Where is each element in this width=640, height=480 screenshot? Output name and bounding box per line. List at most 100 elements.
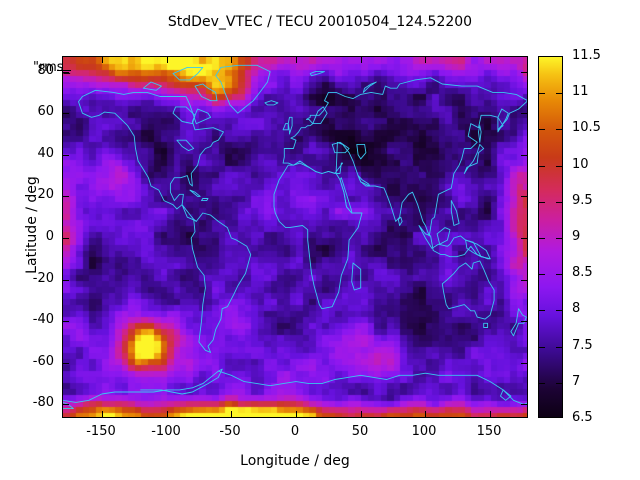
coastline-path [181,204,197,222]
colorbar-tick-mark [556,310,562,311]
colorbar-tick-mark [556,347,562,348]
y-tick-label: -20 [32,271,54,286]
coastline-path [63,368,223,403]
coastline-path [273,162,363,310]
coastline-path [500,389,512,401]
coastline-path [172,66,204,81]
x-tick-label: -50 [219,424,241,439]
colorbar-tick-mark [539,347,545,348]
y-tick-label: 0 [45,229,54,244]
legend-rule-artifact [57,70,71,71]
y-tick-mark [63,196,69,197]
y-tick-mark [63,321,69,322]
colorbar-tick-mark [556,383,562,384]
y-tick-mark [521,155,527,156]
coastline-path [362,81,377,93]
y-tick-mark [521,280,527,281]
x-tick-mark [296,57,297,63]
colorbar-tick-mark [539,383,545,384]
x-tick-mark [425,57,426,63]
heatmap-image [63,57,527,417]
coastline-path [357,175,371,187]
coastline-path [78,89,224,210]
coastline-path [497,108,509,133]
y-axis-label: Latitude / deg [24,176,40,274]
coastline-path [312,106,328,125]
colorbar-tick-mark [556,238,562,239]
colorbar-tick-label: 11.5 [572,48,601,63]
coastline-path [418,225,491,260]
x-tick-label: 150 [476,424,502,439]
x-axis-label: Longitude / deg [240,453,350,469]
y-tick-label: 20 [37,187,54,202]
x-tick-mark [425,411,426,417]
y-tick-mark [521,363,527,364]
colorbar-tick-label: 9.5 [572,193,593,208]
colorbar-tick-label: 7.5 [572,338,593,353]
colorbar-tick-label: 8.5 [572,265,593,280]
y-tick-mark [63,404,69,405]
colorbar-tick-mark [539,166,545,167]
colorbar-tick-mark [556,93,562,94]
coastline-path [215,64,271,114]
x-tick-mark [296,411,297,417]
y-tick-mark [63,72,69,73]
colorbar-tick-label: 9 [572,229,581,244]
x-tick-label: 100 [411,424,437,439]
colorbar-tick-mark [539,93,545,94]
x-tick-mark [167,411,168,417]
x-tick-mark [102,411,103,417]
colorbar-tick-mark [539,129,545,130]
coastline-path [436,227,451,245]
y-tick-mark [521,196,527,197]
coastline-path [201,198,209,202]
colorbar-tick-mark [556,129,562,130]
x-tick-mark [167,57,168,63]
y-tick-label: -80 [32,395,54,410]
plot-title: StdDev_VTEC / TECU 20010504_124.52200 [167,14,473,30]
x-tick-mark [231,411,232,417]
coastline-path [478,125,482,143]
coastline-path [63,401,74,410]
colorbar-tick-mark [556,166,562,167]
colorbar-tick-label: 10.5 [572,120,601,135]
coastline-path [450,200,460,226]
y-tick-mark [63,113,69,114]
coastline-path [351,262,362,291]
colorbar-tick-label: 10 [572,157,589,172]
coastline-path [309,71,325,77]
y-tick-mark [521,72,527,73]
colorbar-tick-mark [539,238,545,239]
y-tick-mark [521,238,527,239]
coastline-path [217,370,527,405]
y-tick-label: 40 [37,146,54,161]
y-tick-mark [63,155,69,156]
coastline-path [264,100,279,106]
heatmap-plot-area [62,56,528,418]
coastline-path [510,308,527,337]
coastline-path [356,143,367,160]
colorbar [538,56,563,418]
coastline-path [142,81,162,91]
x-tick-mark [490,411,491,417]
x-tick-label: -100 [151,424,181,439]
coastline-path [331,141,350,154]
legend-text-artifact: "rms_ [33,60,71,75]
x-tick-label: 0 [290,424,300,439]
coastline-path [282,77,527,237]
coastline-overlay [63,64,527,410]
coastline-path [287,116,293,135]
y-tick-mark [521,113,527,114]
y-tick-label: 80 [37,63,54,78]
coastline-path [339,177,353,214]
colorbar-tick-label: 8 [572,301,581,316]
colorbar-gradient [539,57,562,417]
colorbar-tick-mark [539,310,545,311]
coastline-path [463,143,485,174]
colorbar-tick-mark [539,202,545,203]
y-tick-label: 60 [37,104,54,119]
coastline-path [465,239,491,260]
y-tick-mark [63,238,69,239]
colorbar-tick-label: 6.5 [572,410,593,425]
coastline-path [282,123,289,131]
